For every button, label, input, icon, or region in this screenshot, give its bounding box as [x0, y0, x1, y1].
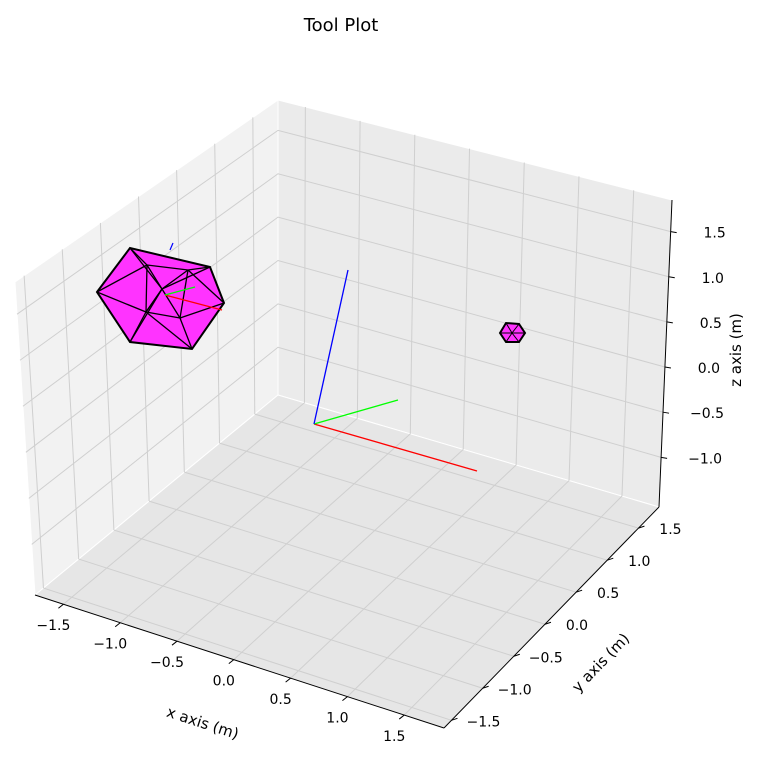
y-tick-label: −0.5	[529, 650, 563, 666]
x-tick-mark	[58, 603, 64, 609]
y-wall-grid-line	[252, 117, 256, 415]
x-tick-label: −0.5	[150, 655, 184, 671]
y-tick-label: 0.0	[566, 618, 588, 634]
tool-z-axis	[169, 242, 174, 251]
x-wall-grid-line	[409, 134, 416, 434]
grid-lines	[16, 106, 671, 721]
frame-triad	[313, 269, 478, 472]
small-icosahedron-edges	[500, 322, 525, 343]
x-tick-mark	[398, 714, 405, 720]
z-tick-label: 1.0	[702, 271, 724, 287]
x-axis-label: x axis (m)	[164, 703, 241, 743]
x-grid-line	[176, 433, 411, 642]
tool-x-axis	[164, 294, 223, 311]
frame-x-axis	[313, 423, 478, 472]
large-icosahedron	[95, 242, 226, 351]
y-wall-grid-line	[137, 196, 150, 502]
y-grid-line	[113, 529, 514, 657]
x-wall-grid-line	[462, 148, 471, 450]
x-grid-line	[119, 417, 358, 624]
x-tick-label: −1.0	[93, 637, 127, 653]
z-grid-line	[28, 303, 664, 499]
y-tick-label: 0.5	[597, 586, 619, 602]
x-wall-grid-line	[515, 162, 525, 466]
frame-y-axis	[313, 399, 399, 425]
z-tick-mark	[670, 231, 677, 234]
x-tick-mark	[342, 696, 348, 701]
chart-title: Tool Plot	[303, 15, 379, 36]
z-axis-label: z axis (m)	[727, 313, 745, 387]
x-grid-line	[63, 402, 305, 605]
x-grid-line	[233, 449, 464, 661]
y-wall-grid-line	[23, 275, 44, 589]
y-grid-line	[219, 442, 608, 561]
x-tick-label: −1.5	[36, 618, 70, 634]
z-axis-line	[658, 199, 673, 508]
z-grid-line	[25, 259, 666, 453]
x-grid-line	[290, 464, 517, 679]
y-grid-line	[254, 413, 639, 529]
y-axis-label: y axis (m)	[568, 630, 633, 696]
z-grid-line	[31, 346, 662, 545]
x-tick-label: 1.5	[383, 729, 405, 745]
frame-z-axis	[313, 269, 349, 425]
z-tick-mark	[662, 411, 670, 414]
x-wall-grid-line	[568, 176, 580, 481]
small-icosahedron	[498, 321, 527, 343]
y-grid-line	[43, 587, 452, 721]
y-wall-grid-line	[61, 249, 80, 560]
z-tick-label: 1.5	[704, 226, 726, 242]
z-grid-line	[16, 129, 671, 315]
x-tick-mark	[171, 640, 178, 646]
x-wall-grid-line	[356, 120, 361, 419]
z-tick-mark	[661, 456, 668, 459]
x-tick-mark	[228, 659, 235, 665]
x-tick-label: 1.0	[326, 711, 348, 727]
x-grid-line	[403, 495, 623, 716]
x-tick-label: 0.0	[213, 674, 235, 690]
z-tick-label: 0.5	[700, 316, 722, 332]
axes-panes	[14, 99, 673, 729]
x-axis-line	[34, 594, 445, 729]
y-grid-line	[148, 500, 546, 625]
x-wall-grid-line	[303, 106, 306, 403]
y-tick-label: −1.5	[466, 714, 500, 730]
x-tick-mark	[114, 622, 121, 628]
tool-y-axis	[164, 286, 196, 296]
x-tick-mark	[285, 677, 291, 683]
z-tick-mark	[666, 321, 673, 324]
z-tick-mark	[664, 366, 672, 369]
y-wall-grid-line	[99, 222, 115, 531]
y-grid-line	[184, 471, 577, 593]
y-axis-line	[443, 506, 660, 729]
z-tick-label: −1.0	[688, 451, 722, 467]
z-tick-mark	[668, 276, 675, 279]
x-wall-grid-line	[621, 190, 635, 497]
x-grid-line	[347, 480, 570, 697]
y-tick-label: 1.5	[659, 522, 681, 538]
y-tick-label: 1.0	[628, 554, 650, 570]
z-tick-label: 0.0	[698, 361, 720, 377]
y-tick-label: −1.0	[498, 682, 532, 698]
x-tick-label: 0.5	[269, 692, 291, 708]
z-grid-line	[22, 216, 667, 407]
y-grid-line	[78, 558, 483, 689]
icosahedron-edges	[96, 247, 225, 350]
z-tick-label: −0.5	[690, 406, 724, 422]
